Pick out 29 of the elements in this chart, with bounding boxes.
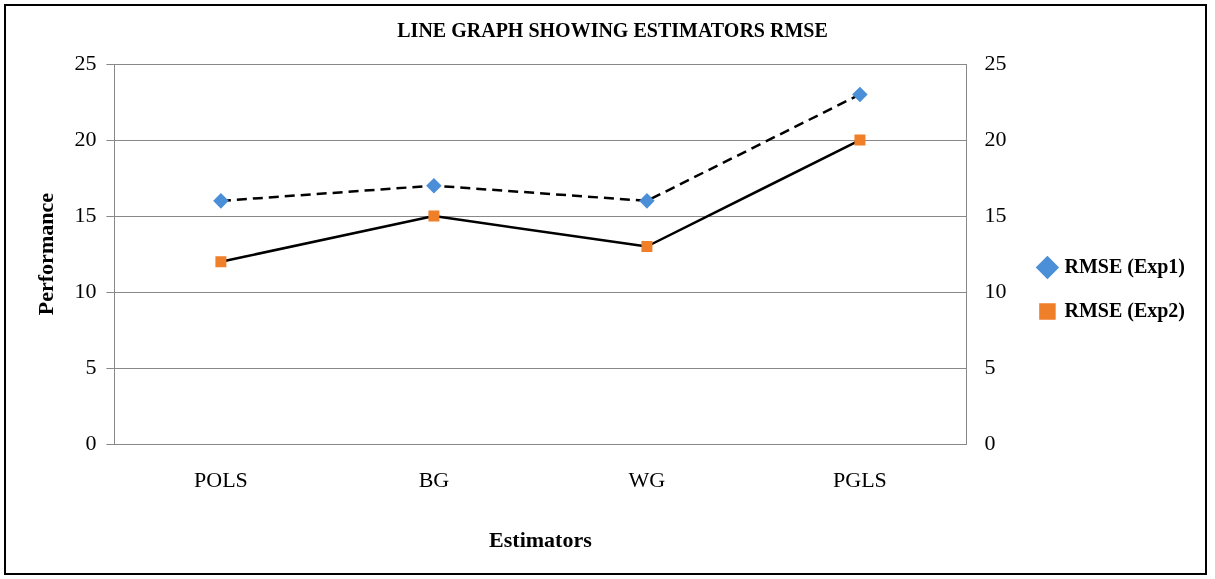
y2-tick-label: 0 [984, 429, 996, 455]
y-tick-label: 25 [74, 49, 97, 75]
y-tick-label: 0 [85, 429, 97, 455]
y-axis-title: Performance [32, 192, 58, 316]
point [428, 210, 440, 222]
y-tick-label: 10 [74, 277, 97, 303]
x-tick-label: PGLS [833, 467, 887, 493]
y-tick-label: 5 [85, 353, 97, 379]
point [426, 178, 442, 193]
point [852, 87, 868, 102]
x-tick-label: BG [418, 467, 450, 493]
y2-tick-label: 25 [984, 49, 1007, 75]
point [639, 193, 655, 209]
x-axis-title: Estimators [489, 527, 593, 553]
y2-tick-label: 10 [984, 277, 1007, 303]
x-tick-label: WG [628, 467, 666, 493]
point [854, 134, 866, 146]
y2-tick-label: 20 [984, 125, 1007, 151]
y-tick-label: 20 [74, 125, 97, 151]
y2-tick-label: 5 [984, 353, 996, 379]
x-tick-label: POLS [194, 467, 248, 493]
y-tick-label: 15 [74, 201, 97, 227]
y2-tick-label: 15 [984, 201, 1007, 227]
point [641, 241, 653, 252]
legend-label: RMSE (Exp1) [1064, 254, 1186, 278]
point [213, 193, 229, 209]
chart-title: LINE GRAPH SHOWING ESTIMATORS RMSE [397, 19, 828, 42]
point [215, 256, 227, 268]
legend-label: RMSE (Exp2) [1064, 298, 1186, 322]
